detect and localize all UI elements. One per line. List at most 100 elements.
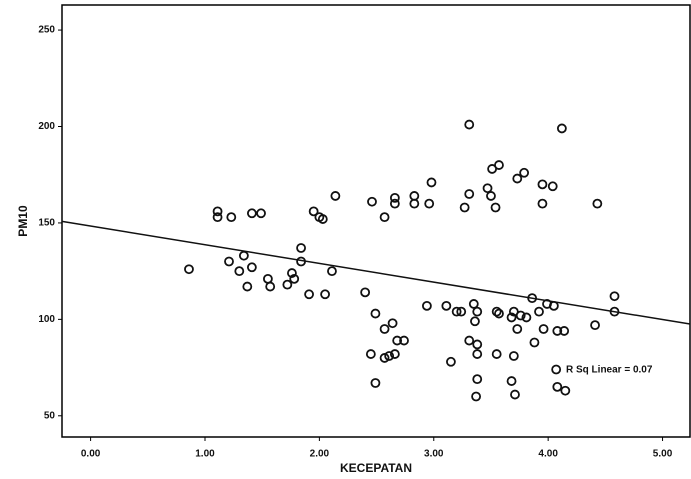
point — [246, 262, 257, 273]
point — [234, 266, 245, 277]
point — [468, 299, 479, 309]
x-tick-label: 2.00 — [310, 449, 330, 460]
point — [379, 324, 390, 334]
point — [506, 376, 517, 386]
point — [184, 264, 194, 275]
x-tick-label: 1.00 — [195, 449, 215, 460]
point — [441, 300, 452, 311]
point — [491, 349, 502, 359]
y-tick-label: 200 — [38, 121, 55, 132]
point — [506, 312, 517, 323]
point — [392, 335, 403, 346]
point — [459, 202, 470, 213]
point — [389, 192, 400, 203]
point — [389, 198, 400, 209]
point — [537, 198, 548, 209]
point — [482, 183, 493, 194]
point — [296, 243, 306, 253]
point — [317, 214, 328, 224]
point — [510, 389, 520, 400]
point — [446, 356, 456, 367]
point — [609, 291, 620, 302]
point — [367, 196, 377, 207]
point — [592, 198, 603, 209]
point — [529, 337, 540, 348]
x-tick-label: 4.00 — [538, 449, 558, 460]
point — [470, 316, 480, 327]
point — [456, 306, 467, 317]
point — [384, 351, 395, 361]
point — [212, 212, 223, 223]
point — [537, 179, 548, 190]
point — [451, 306, 462, 317]
point — [360, 287, 371, 298]
point — [320, 289, 330, 300]
fit-line — [61, 220, 691, 325]
point — [424, 198, 435, 209]
point — [559, 326, 570, 336]
point — [534, 306, 544, 317]
point — [224, 256, 234, 267]
point — [464, 189, 475, 199]
y-tick-label: 100 — [38, 314, 55, 325]
point — [370, 378, 381, 388]
point — [379, 353, 390, 363]
point — [226, 212, 237, 223]
point — [304, 289, 314, 300]
x-axis-title: KECEPATAN — [340, 461, 412, 475]
point — [519, 167, 530, 178]
point — [399, 335, 409, 346]
point — [389, 349, 400, 359]
point — [387, 318, 398, 329]
fit-annotation: R Sq Linear = 0.07 — [566, 365, 653, 376]
point — [538, 324, 549, 334]
y-tick-label: 150 — [38, 218, 55, 229]
point — [379, 212, 390, 223]
point — [552, 381, 563, 392]
plot-frame — [61, 4, 691, 438]
point — [308, 206, 319, 217]
point — [551, 364, 562, 375]
point — [242, 281, 253, 292]
point — [365, 349, 376, 359]
point — [552, 326, 563, 336]
point — [265, 281, 276, 292]
point — [246, 208, 257, 219]
point — [426, 177, 437, 188]
point — [521, 312, 532, 323]
point — [472, 306, 483, 317]
point — [370, 308, 381, 319]
point — [590, 320, 600, 331]
x-tick-label: 5.00 — [653, 449, 673, 460]
point — [327, 266, 337, 277]
point — [547, 181, 558, 192]
y-axis-title: PM10 — [16, 205, 30, 237]
point — [471, 391, 481, 402]
point — [287, 268, 297, 278]
point — [256, 208, 266, 219]
point — [486, 191, 496, 201]
point — [472, 349, 483, 359]
point — [464, 119, 475, 130]
point — [491, 306, 502, 317]
point — [330, 191, 341, 201]
x-tick-label: 3.00 — [424, 449, 444, 460]
point — [422, 300, 432, 311]
point — [494, 308, 504, 319]
point — [512, 324, 523, 334]
point — [472, 339, 483, 350]
point — [409, 198, 420, 209]
point — [556, 123, 567, 134]
point — [212, 206, 223, 217]
point — [289, 273, 300, 284]
y-tick-label: 250 — [38, 25, 55, 36]
point — [512, 173, 523, 184]
point — [464, 335, 475, 346]
point — [490, 202, 501, 213]
point — [472, 374, 483, 385]
x-tick-label: 0.00 — [81, 449, 101, 460]
point — [560, 385, 571, 396]
point — [515, 310, 526, 321]
point — [282, 279, 293, 290]
